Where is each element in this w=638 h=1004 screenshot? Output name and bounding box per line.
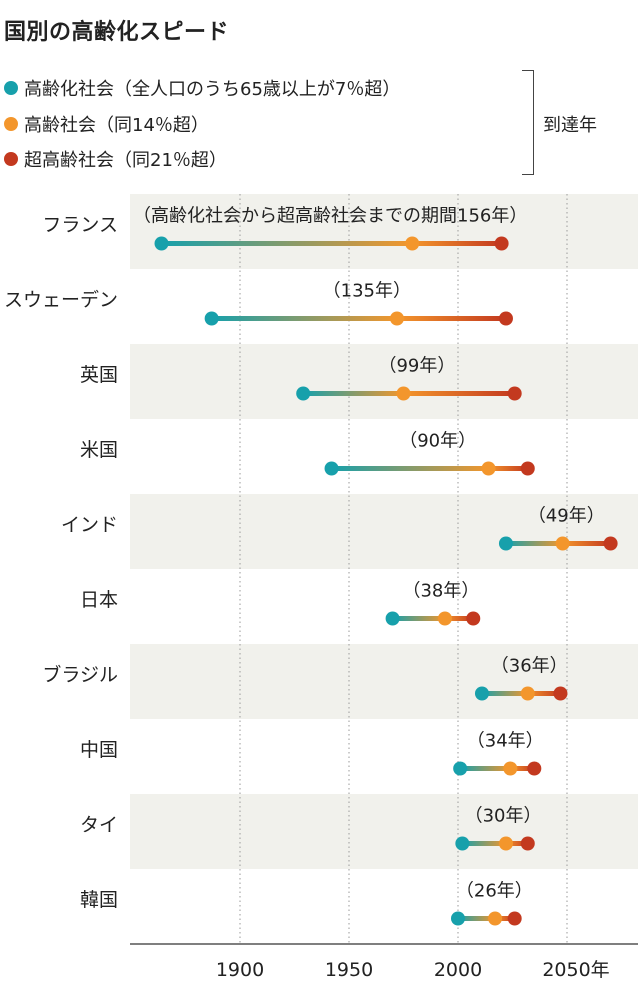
country-label: 日本	[80, 589, 118, 611]
super-aged-dot	[507, 386, 522, 401]
duration-label: （30年）	[465, 806, 542, 827]
row-band	[130, 194, 638, 269]
x-tick-label: 1900	[216, 959, 264, 981]
legend-item-aged: 高齢社会（同14％超）	[4, 112, 209, 136]
duration-label: （26年）	[456, 881, 533, 902]
duration-label: （135年）	[323, 281, 411, 302]
country-label: 米国	[80, 439, 118, 461]
super-aged-dot	[553, 686, 568, 701]
super-aged-dot	[494, 236, 509, 251]
chart-title: 国別の高齢化スピード	[4, 20, 230, 45]
aging-dot	[451, 911, 465, 926]
aging-dot	[204, 311, 219, 326]
aging-dot	[296, 386, 311, 401]
super-aged-dot	[507, 911, 522, 926]
aging-dot	[154, 236, 169, 251]
duration-label: （38年）	[402, 581, 479, 602]
country-row: 英国 （99年）	[80, 356, 522, 401]
country-label: インド	[61, 514, 118, 536]
aging-dot	[324, 461, 339, 476]
row-band	[130, 494, 638, 569]
aging-dot	[385, 611, 400, 626]
legend-item-aging: 高齢化社会（全人口のうち65歳以上が7％超）	[4, 76, 400, 100]
aged-dot	[396, 386, 411, 401]
country-row: フランス （高齢化社会から超高齢社会までの期間156年）	[42, 206, 527, 251]
super-aged-dot	[527, 761, 542, 776]
aged-dot	[389, 311, 404, 326]
row-band	[130, 794, 638, 869]
legend-label: 高齢社会（同14％超）	[24, 115, 209, 136]
country-label: タイ	[80, 814, 118, 836]
aged-dot	[405, 236, 420, 251]
row-band	[130, 344, 638, 419]
aging-dot	[453, 761, 468, 776]
country-row: タイ （30年）	[80, 806, 542, 851]
aged-dot	[503, 761, 518, 776]
aged-dot	[498, 836, 513, 851]
duration-label: （36年）	[491, 656, 568, 677]
aging-dot	[455, 836, 470, 851]
legend-item-super-aged: 超高齢社会（同21％超）	[4, 147, 227, 171]
legend-dot-icon	[4, 152, 18, 166]
country-row: 中国 （34年）	[80, 731, 544, 776]
super-aged-dot	[520, 836, 535, 851]
legend-dot-icon	[4, 81, 18, 95]
duration-label: （49年）	[528, 506, 605, 527]
aged-dot	[488, 911, 503, 926]
country-row: スウェーデン （135年）	[4, 281, 513, 326]
super-aged-dot	[466, 611, 481, 626]
legend-label: 超高齢社会（同21％超）	[24, 150, 227, 171]
super-aged-dot	[498, 311, 513, 326]
country-row: 韓国 （26年）	[80, 881, 533, 926]
duration-label: （90年）	[399, 431, 476, 452]
aging-dot	[474, 686, 489, 701]
aged-dot	[520, 686, 535, 701]
aged-dot	[555, 536, 570, 551]
country-label: 中国	[80, 739, 118, 761]
aged-dot	[481, 461, 496, 476]
x-tick-label: 1950	[325, 959, 373, 981]
x-tick-label: 2000	[434, 959, 482, 981]
x-tick-label: 2050年	[542, 959, 609, 981]
legend-dot-icon	[4, 117, 18, 131]
country-label: 英国	[80, 364, 118, 386]
row-band	[130, 644, 638, 719]
super-aged-dot	[520, 461, 535, 476]
legend-label: 高齢化社会（全人口のうち65歳以上が7％超）	[24, 79, 401, 100]
aging-dot	[498, 536, 513, 551]
legend-bracket	[522, 70, 534, 175]
country-row: ブラジル （36年）	[42, 656, 568, 701]
country-row: 米国 （90年）	[80, 431, 535, 476]
duration-label: （34年）	[467, 731, 544, 752]
country-row: インド （49年）	[61, 506, 618, 551]
country-label: ブラジル	[42, 663, 118, 686]
country-label: スウェーデン	[4, 289, 118, 311]
country-row: 日本 （38年）	[80, 581, 481, 626]
aged-dot	[437, 611, 452, 626]
legend-bracket-label: 到達年	[543, 115, 597, 136]
super-aged-dot	[603, 536, 618, 551]
country-label: フランス	[42, 214, 118, 236]
country-label: 韓国	[80, 889, 118, 911]
duration-label: （99年）	[378, 356, 455, 377]
duration-label: （高齢化社会から超高齢社会までの期間156年）	[133, 206, 527, 227]
